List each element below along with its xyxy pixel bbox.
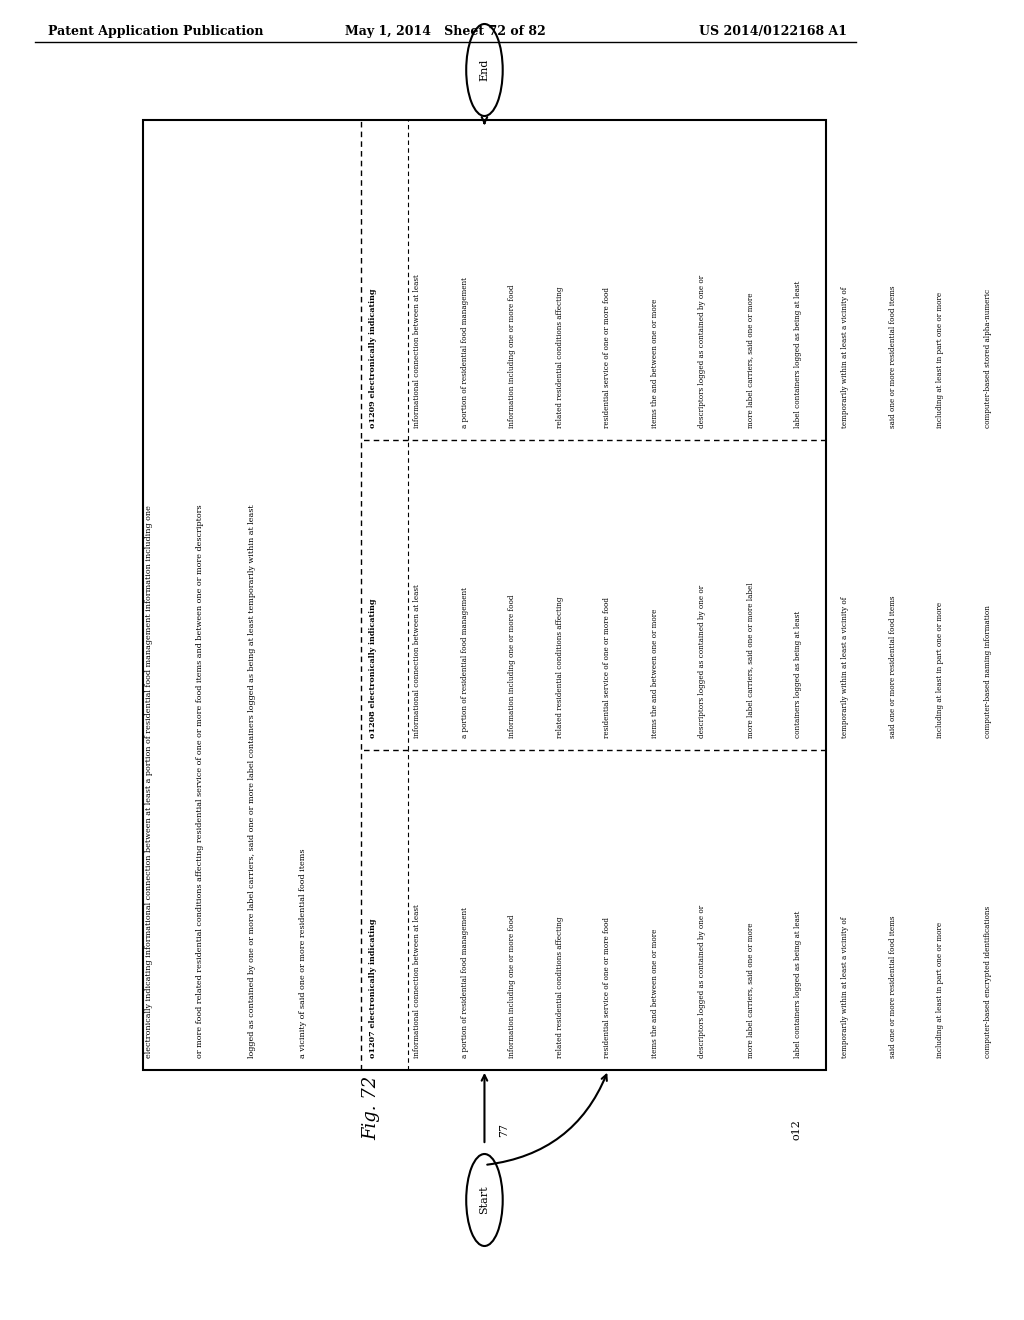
Text: residential service of one or more food: residential service of one or more food bbox=[603, 917, 611, 1059]
Text: US 2014/0122168 A1: US 2014/0122168 A1 bbox=[699, 25, 847, 38]
Text: more label carriers, said one or more: more label carriers, said one or more bbox=[746, 293, 754, 428]
Text: logged as contained by one or more label carriers, said one or more label contai: logged as contained by one or more label… bbox=[248, 504, 256, 1059]
Text: residential service of one or more food: residential service of one or more food bbox=[603, 597, 611, 738]
Text: computer-based stored alpha-numeric: computer-based stored alpha-numeric bbox=[984, 289, 992, 428]
Text: a portion of residential food management: a portion of residential food management bbox=[461, 907, 469, 1059]
Text: information including one or more food: information including one or more food bbox=[508, 285, 516, 428]
Text: related residential conditions affecting: related residential conditions affecting bbox=[556, 597, 564, 738]
Text: or more food related residential conditions affecting residential service of one: or more food related residential conditi… bbox=[197, 504, 204, 1059]
Text: related residential conditions affecting: related residential conditions affecting bbox=[556, 916, 564, 1059]
Text: containers logged as being at least: containers logged as being at least bbox=[794, 611, 802, 738]
Text: End: End bbox=[479, 59, 489, 82]
Text: items the and between one or more: items the and between one or more bbox=[651, 929, 658, 1059]
Text: residential service of one or more food: residential service of one or more food bbox=[603, 286, 611, 428]
Text: a portion of residential food management: a portion of residential food management bbox=[461, 587, 469, 738]
Text: items the and between one or more: items the and between one or more bbox=[651, 609, 658, 738]
Text: label containers logged as being at least: label containers logged as being at leas… bbox=[794, 281, 802, 428]
Text: o12: o12 bbox=[792, 1119, 802, 1140]
Ellipse shape bbox=[466, 1154, 503, 1246]
Text: temporarily within at least a vicinity of: temporarily within at least a vicinity o… bbox=[841, 916, 849, 1059]
Text: computer-based encrypted identifications: computer-based encrypted identifications bbox=[984, 906, 992, 1059]
Text: said one or more residential food items: said one or more residential food items bbox=[889, 285, 897, 428]
Text: temporarily within at least a vicinity of: temporarily within at least a vicinity o… bbox=[841, 286, 849, 428]
Text: said one or more residential food items: said one or more residential food items bbox=[889, 595, 897, 738]
Text: o1207 electronically indicating: o1207 electronically indicating bbox=[369, 919, 377, 1059]
Ellipse shape bbox=[466, 24, 503, 116]
Text: computer-based naming information: computer-based naming information bbox=[984, 605, 992, 738]
Text: temporarily within at least a vicinity of: temporarily within at least a vicinity o… bbox=[841, 597, 849, 738]
Text: o1208 electronically indicating: o1208 electronically indicating bbox=[369, 598, 377, 738]
Text: label containers logged as being at least: label containers logged as being at leas… bbox=[794, 911, 802, 1059]
Text: information including one or more food: information including one or more food bbox=[508, 915, 516, 1059]
Text: related residential conditions affecting: related residential conditions affecting bbox=[556, 286, 564, 428]
Text: o1209 electronically indicating: o1209 electronically indicating bbox=[369, 289, 377, 428]
Text: descriptors logged as contained by one or: descriptors logged as contained by one o… bbox=[698, 906, 707, 1059]
Text: Fig. 72: Fig. 72 bbox=[362, 1076, 381, 1140]
Text: including at least in part one or more: including at least in part one or more bbox=[936, 602, 944, 738]
Text: May 1, 2014   Sheet 72 of 82: May 1, 2014 Sheet 72 of 82 bbox=[344, 25, 546, 38]
Text: more label carriers, said one or more: more label carriers, said one or more bbox=[746, 923, 754, 1059]
Text: including at least in part one or more: including at least in part one or more bbox=[936, 921, 944, 1059]
FancyBboxPatch shape bbox=[142, 120, 826, 1071]
Text: said one or more residential food items: said one or more residential food items bbox=[889, 916, 897, 1059]
Text: descriptors logged as contained by one or: descriptors logged as contained by one o… bbox=[698, 275, 707, 428]
Text: descriptors logged as contained by one or: descriptors logged as contained by one o… bbox=[698, 585, 707, 738]
Text: including at least in part one or more: including at least in part one or more bbox=[936, 292, 944, 428]
Text: electronically indicating informational connection between at least a portion of: electronically indicating informational … bbox=[144, 506, 153, 1059]
Text: Start: Start bbox=[479, 1185, 489, 1214]
Text: informational connection between at least: informational connection between at leas… bbox=[413, 585, 421, 738]
Text: items the and between one or more: items the and between one or more bbox=[651, 298, 658, 428]
Text: information including one or more food: information including one or more food bbox=[508, 594, 516, 738]
Text: 77: 77 bbox=[500, 1123, 509, 1137]
Text: a vicinity of said one or more residential food items: a vicinity of said one or more residenti… bbox=[299, 849, 307, 1059]
Text: informational connection between at least: informational connection between at leas… bbox=[413, 275, 421, 428]
Text: Patent Application Publication: Patent Application Publication bbox=[48, 25, 263, 38]
Text: more label carriers, said one or more label: more label carriers, said one or more la… bbox=[746, 582, 754, 738]
Text: a portion of residential food management: a portion of residential food management bbox=[461, 277, 469, 428]
Text: informational connection between at least: informational connection between at leas… bbox=[413, 904, 421, 1059]
